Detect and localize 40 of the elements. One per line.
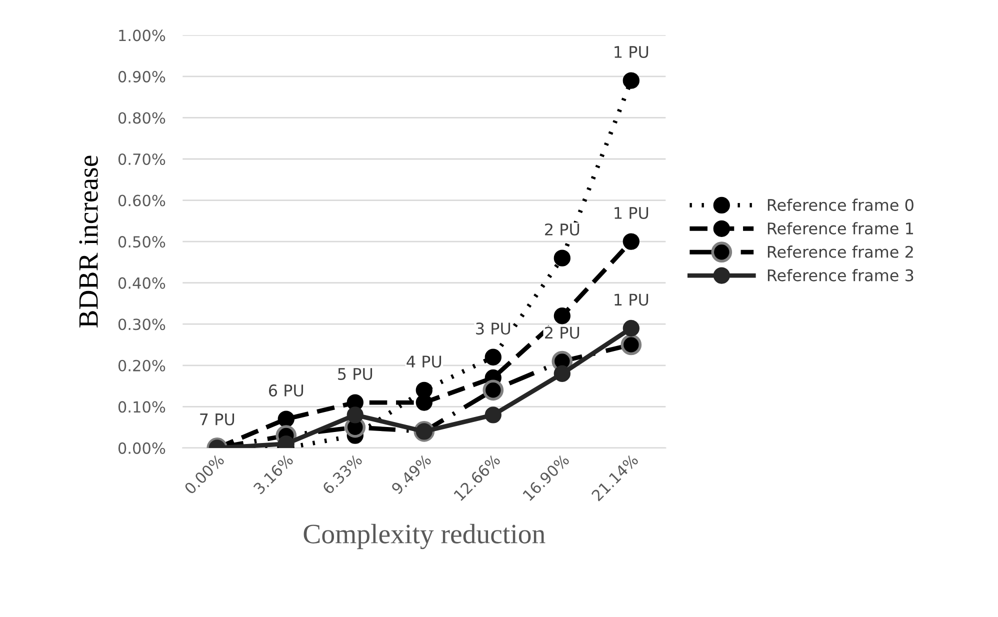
y-tick-label: 0.30% <box>118 318 166 330</box>
annotation: 1 PU <box>614 207 648 220</box>
y-axis-title: BDBR increase <box>79 156 98 328</box>
legend-label: Reference frame 1 <box>768 222 913 234</box>
annotation: 5 PU <box>338 368 372 380</box>
y-tick-label: 0.00% <box>118 442 166 454</box>
point <box>278 410 294 428</box>
point <box>554 250 570 266</box>
y-tick-label: 0.80% <box>118 112 166 124</box>
annotation: 7 PU <box>200 414 234 426</box>
point <box>622 233 640 250</box>
x-axis-title: Complexity reduction <box>304 524 546 550</box>
annotation: 3 PU <box>476 322 510 335</box>
y-tick-label: 0.20% <box>118 360 166 372</box>
point <box>416 394 432 411</box>
annotation: 4 PU <box>406 356 442 368</box>
point <box>482 380 504 401</box>
point <box>484 406 502 424</box>
y-tick-label: 1.00% <box>119 30 166 42</box>
annotation: 2 PU <box>545 326 580 339</box>
point <box>484 348 502 366</box>
point <box>620 334 642 356</box>
y-tick-label: 0.40% <box>118 277 166 289</box>
annotation: 6 PU <box>268 384 304 397</box>
point <box>622 72 640 89</box>
annotation: 1 PU <box>614 46 648 58</box>
y-tick-label: 0.50% <box>118 236 166 248</box>
y-tick-label: 0.90% <box>118 70 166 82</box>
legend-label: Reference frame 0 <box>768 198 914 212</box>
y-tick-label: 0.70% <box>118 153 166 166</box>
legend-label: Reference frame 3 <box>768 268 914 282</box>
legend-label: Reference frame 2 <box>768 246 913 258</box>
y-tick-label: 0.10% <box>118 401 166 413</box>
annotation: 1 PU <box>614 294 648 306</box>
point <box>554 365 570 382</box>
point <box>346 406 364 424</box>
point <box>622 320 640 337</box>
annotation: 2 PU <box>545 223 580 236</box>
y-tick-label: 0.60% <box>118 194 166 206</box>
point <box>554 308 570 324</box>
